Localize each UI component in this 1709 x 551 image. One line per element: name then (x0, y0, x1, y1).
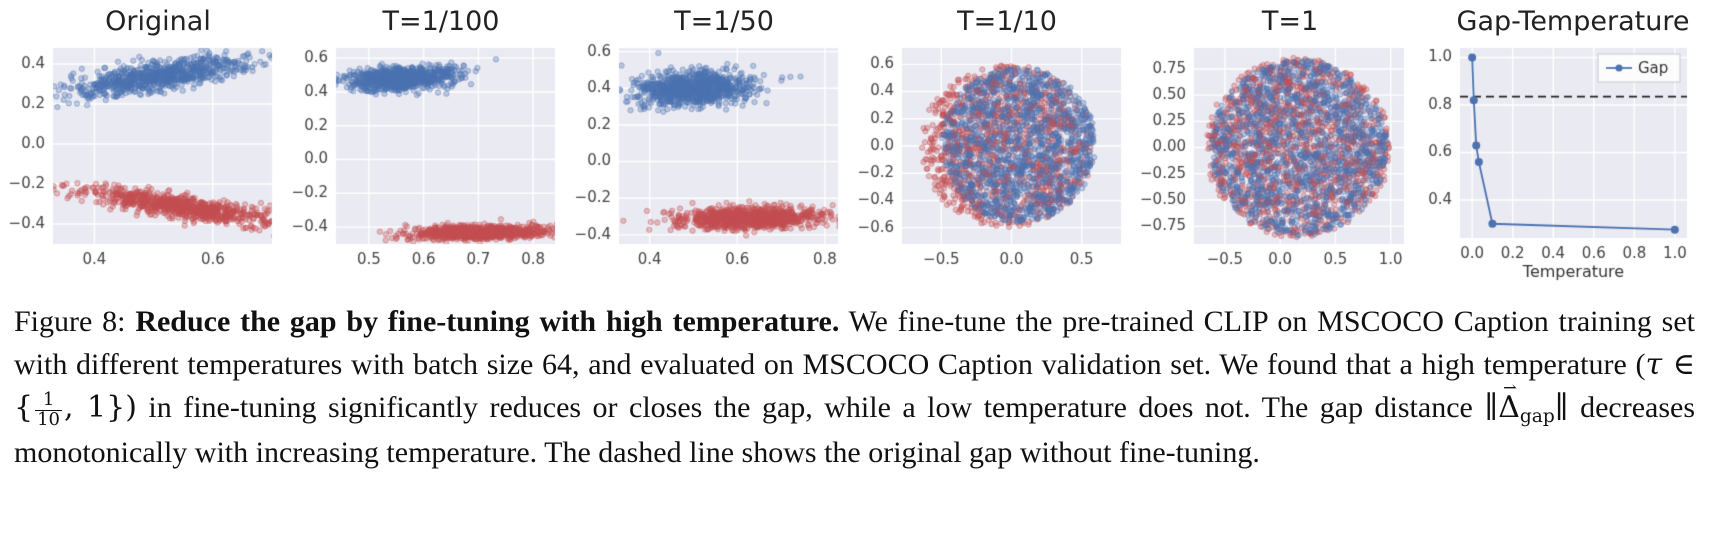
closing-brace: , 1}) (64, 390, 137, 426)
panel-t-1-100: T=1/100 (291, 4, 565, 284)
fraction-one-tenth: 1 10 (35, 389, 62, 430)
tau-symbol: τ (1645, 347, 1663, 383)
gap-vector-symbol: ⇀ Δ (1498, 378, 1520, 429)
fraction-denominator: 10 (35, 408, 62, 430)
scatter-plot-t-1 (1140, 40, 1414, 284)
panel-title-gap-temperature: Gap-Temperature (1456, 6, 1690, 37)
caption-bold-title: Reduce the gap by fine-tuning with high … (135, 305, 840, 338)
norm-close: ∥ (1554, 390, 1569, 426)
panel-original: Original (8, 4, 282, 284)
figure-caption: Figure 8: Reduce the gap by fine-tuning … (0, 300, 1709, 475)
line-plot-gap-temperature (1423, 40, 1697, 284)
fraction-numerator: 1 (42, 389, 55, 411)
gap-norm-expression: ∥ ⇀ Δgap∥ (1484, 378, 1569, 428)
panel-title-t-1: T=1 (1261, 6, 1319, 37)
scatter-plot-original (8, 40, 282, 284)
panel-title-t-1-100: T=1/100 (382, 6, 500, 37)
gap-subscript: gap (1519, 406, 1555, 428)
panel-t-1-50: T=1/50 (574, 4, 848, 284)
caption-part-3: decreases monotonically with increasing … (14, 391, 1696, 470)
panel-gap-temperature: Gap-Temperature (1423, 4, 1697, 284)
figure-label: Figure 8: (14, 305, 136, 338)
delta-symbol: Δ (1498, 390, 1520, 426)
panel-title-t-1-50: T=1/50 (674, 6, 774, 37)
element-of-brace: ∈ { (14, 347, 1695, 426)
panel-title-original: Original (105, 6, 211, 37)
scatter-plot-t-1-10 (857, 40, 1131, 284)
panel-t-1: T=1 (1140, 4, 1414, 284)
panel-title-t-1-10: T=1/10 (957, 6, 1057, 37)
panel-t-1-10: T=1/10 (857, 4, 1131, 284)
figure-8: Original T=1/100 T=1/50 T=1/10 T=1 Gap-T… (0, 4, 1709, 475)
norm-open: ∥ (1484, 390, 1499, 426)
caption-part-2: in fine-tuning significantly reduces or … (136, 391, 1485, 425)
panel-row: Original T=1/100 T=1/50 T=1/10 T=1 Gap-T… (8, 4, 1697, 284)
caption-part-1: We fine-tune the pre-trained CLIP on MSC… (14, 305, 1695, 382)
vector-arrow-icon: ⇀ (1503, 378, 1518, 398)
scatter-plot-t-1-100 (291, 40, 565, 284)
tau-math-expression: τ ∈ {1 10, 1}) (14, 347, 1695, 429)
scatter-plot-t-1-50 (574, 40, 848, 284)
